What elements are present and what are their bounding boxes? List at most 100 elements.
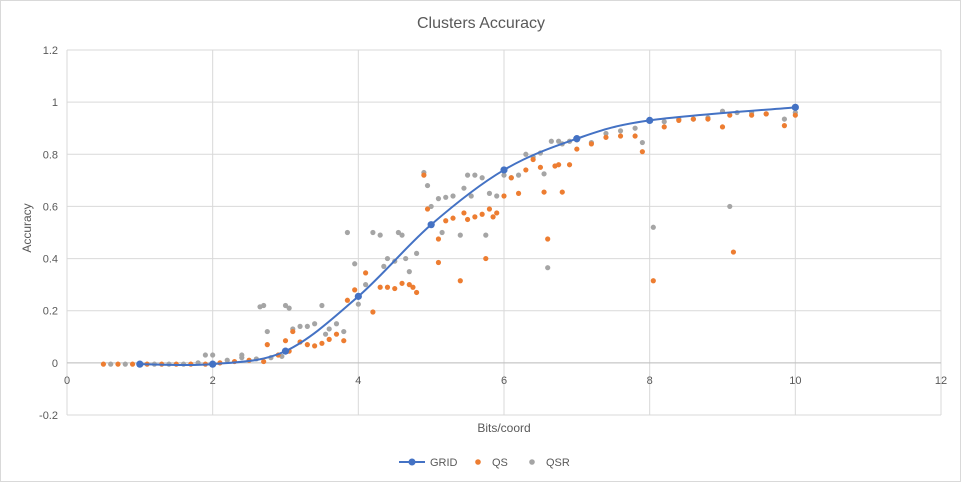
qsr-point [363,282,369,288]
qsr-point [239,352,245,358]
qs-point [363,270,369,276]
qsr-point [439,229,445,236]
qs-point [730,249,737,255]
qs-point [763,111,769,117]
qsr-point [406,269,412,275]
qs-point [508,175,514,181]
qs-point [461,210,467,216]
qs-point [410,284,416,290]
qs-point [450,215,456,221]
qsr-point [122,361,128,367]
qsr-point [395,229,401,236]
qsr-point [282,302,289,309]
qsr-point [541,171,547,177]
legend-qsr-marker [529,459,535,465]
qsr-point [479,175,485,181]
legend-qsr-label: QSR [546,457,570,469]
qs-point [344,297,351,303]
qs-point [464,216,471,223]
legend-grid-label: GRID [430,457,458,469]
y-tick-labels: -0.2 0 0.2 0.4 0.6 0.8 1 1.2 [39,45,58,422]
x-tick-label: 6 [501,375,507,387]
qs-point [632,133,638,139]
qs-point [129,361,136,367]
qsr-point [632,125,638,131]
series-grid [136,103,799,368]
qs-point [341,338,347,344]
qsr-point [486,190,493,196]
qsr-point [403,255,409,262]
legend-qs-marker [475,459,481,465]
qs-point [421,172,427,178]
x-tick-label: 2 [210,375,216,387]
y-tick-label: 0.8 [43,149,58,161]
qs-point [377,284,383,290]
qs-point [370,309,376,315]
qsr-point [428,203,434,210]
x-tick-labels: 0 2 4 6 8 10 12 [64,375,947,387]
qs-point [603,134,609,140]
x-tick-label: 4 [355,375,361,387]
qsr-point [384,255,391,262]
qsr-point [472,172,478,178]
y-tick-label: 0.4 [43,254,58,266]
grid-point [646,116,654,124]
qs-point [384,284,391,290]
qsr-point [352,261,358,267]
qs-point [566,162,573,168]
qs-point [399,280,405,286]
qsr-point [556,138,562,144]
qs-point [749,112,755,118]
grid-point [354,292,362,300]
qs-point [559,189,565,195]
qs-point [290,328,296,335]
qsr-point [261,302,267,309]
qsr-point [603,130,609,137]
y-axis-label: Accuracy [20,203,34,252]
qs-point [490,214,496,220]
qsr-point [370,229,376,236]
qsr-point [377,232,383,238]
qsr-point [202,352,208,358]
qsr-point [322,331,329,337]
qs-point [650,278,656,284]
qs-point [781,123,788,129]
chart-title: Clusters Accuracy [417,15,545,32]
grid-series-line [139,106,796,367]
grid-point [281,347,290,355]
qs-point [261,358,267,365]
qs-point [494,210,500,216]
qsr-point [381,263,387,269]
y-tick-label: 0.2 [43,306,58,318]
qs-point [472,214,478,220]
qs-point [523,167,529,173]
y-tick-label: 1 [52,97,58,109]
qsr-point [344,229,351,236]
legend-item-grid[interactable]: GRID [399,457,458,469]
qsr-point [286,305,292,311]
qs-point [556,162,562,168]
y-tick-label: -0.2 [39,410,58,422]
qs-point [352,287,358,293]
qs-point [639,149,645,155]
qsr-point [414,250,420,256]
qsr-point [464,172,471,178]
legend-item-qs[interactable]: QS [475,457,508,469]
grid-point [136,360,144,368]
qsr-point [523,151,529,157]
legend-item-qsr[interactable]: QSR [529,457,570,469]
qsr-point [450,193,456,199]
qs-point [312,343,318,349]
qsr-point [545,265,551,271]
series-qsr [108,108,798,367]
qsr-point [727,203,733,210]
qsr-point [210,352,216,358]
qsr-point [326,326,332,332]
qsr-point [781,116,788,122]
qs-point [617,133,624,139]
qsr-point [399,232,405,238]
grid-point [209,360,217,368]
qs-point [443,218,449,224]
y-tick-label: 0.6 [43,201,58,213]
qs-point [304,342,310,348]
